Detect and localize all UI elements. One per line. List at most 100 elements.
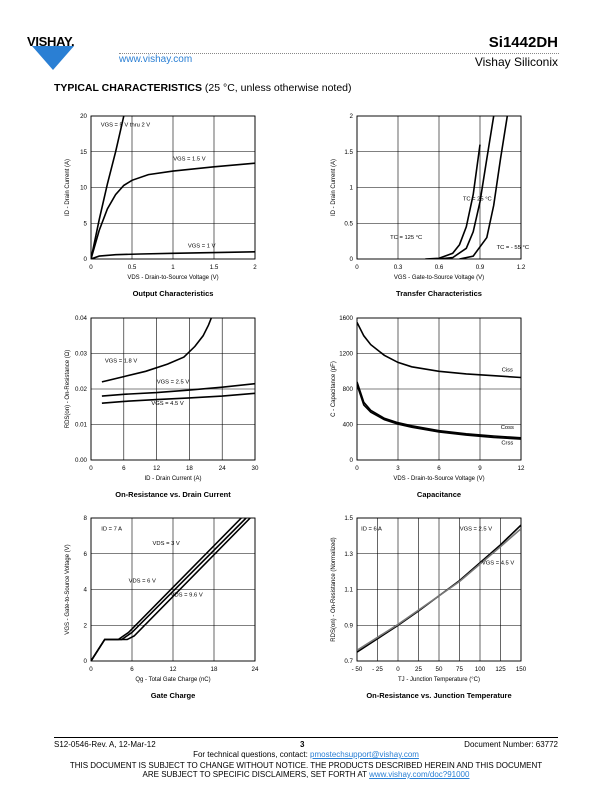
footer-doc-number: Document Number: 63772 [464,740,558,749]
series-line [357,528,521,651]
series-label: VDS = 9.6 V [171,593,203,599]
x-tick-label: 2 [253,264,257,271]
x-axis-label: VDS - Drain-to-Source Voltage (V) [393,476,484,482]
y-tick-label: 1.1 [344,587,353,594]
x-tick-label: 0 [355,264,359,271]
chart-title: On-Resistance vs. Drain Current [115,490,231,499]
chart-title: Transfer Characteristics [396,289,482,298]
y-tick-label: 800 [343,386,354,393]
x-tick-label: 75 [456,666,463,673]
series-line [91,162,255,259]
x-tick-label: 6 [437,465,441,472]
series-line [101,318,213,383]
plot-frame [356,517,522,662]
series-line [91,518,251,661]
x-tick-label: 12 [153,465,160,472]
footer-rule [54,737,558,738]
y-tick-label: 15 [80,149,87,156]
vishay-logo [32,46,74,70]
company-name: Vishay Siliconix [474,55,558,69]
footer-disclaimer-link[interactable]: www.vishay.com/doc?91000 [369,770,470,779]
series-line [91,116,125,259]
y-tick-label: 0.01 [75,422,88,429]
footer-page-number: 3 [300,740,305,749]
series-line [459,116,509,259]
y-axis-label: RDS(on) - On-Resistance (Ω) [65,350,71,429]
series-line [101,382,255,397]
x-tick-label: 18 [186,465,193,472]
part-number: Si1442DH [488,34,558,51]
series-label: VGS = 1.5 V [173,156,206,162]
chart-title: Output Characteristics [133,289,214,298]
y-tick-label: 4 [84,587,88,594]
x-axis-label: VDS - Drain-to-Source Voltage (V) [127,275,218,281]
series-label: TC = 125 °C [390,235,422,241]
footer-notice-2: ARE SUBJECT TO SPECIFIC DISCLAIMERS, SET… [0,770,612,779]
x-tick-label: 24 [252,666,259,673]
y-tick-label: 1.5 [344,149,353,156]
y-tick-label: 0.9 [344,622,353,629]
y-tick-label: 2 [350,113,354,120]
x-tick-label: - 50 [352,666,363,673]
y-tick-label: 1600 [339,315,353,322]
x-axis-label: Qg - Total Gate Charge (nC) [135,677,210,683]
series-line [101,392,255,404]
series-label: VGS = 1 V [188,244,216,250]
footer-contact: For technical questions, contact: pmoste… [0,750,612,759]
chart-title: On-Resistance vs. Junction Temperature [366,691,511,700]
x-axis-label: TJ - Junction Temperature (°C) [398,677,480,683]
x-axis-label: ID - Drain Current (A) [144,476,201,482]
x-tick-label: 0.3 [394,264,403,271]
plot-frame [90,517,256,662]
chart-capacitance: 0 3 6 9 12 0 400 800 1200 1600 Ciss Coss Crss VDS - D… [331,315,525,499]
footer-notice-1: THIS DOCUMENT IS SUBJECT TO CHANGE WITHO… [69,761,543,770]
series-label: VGS = 4.5 V [151,401,184,407]
y-tick-label: 0.02 [75,386,88,393]
chart-transfer-characteristics: 0 0.3 0.6 0.9 1.2 0 0.5 1 1.5 2 TC = 125 °C TC = 25… [331,113,529,298]
y-tick-label: 1200 [339,351,353,358]
y-axis-label: VGS - Gate-to-Source Voltage (V) [65,544,71,634]
y-tick-label: 1 [350,185,354,192]
y-tick-label: 10 [80,185,87,192]
x-tick-label: 1.2 [517,264,526,271]
y-tick-label: 0.03 [75,351,88,358]
x-tick-label: 1 [171,264,175,271]
series-label: Crss [501,440,513,446]
x-tick-label: 30 [252,465,259,472]
y-tick-label: 8 [84,515,88,522]
x-tick-label: 3 [396,465,400,472]
footer-contact-email-link[interactable]: pmostechsupport@vishay.com [310,750,419,759]
x-tick-label: 12 [518,465,525,472]
x-tick-label: 6 [130,666,134,673]
y-axis-label: RDS(on) - On-Resistance (Normalized) [331,537,337,641]
y-axis-label: ID - Drain Current (A) [331,159,337,216]
y-axis-label: ID - Drain Current (A) [65,159,71,216]
series-label: VGS = 4.5 V [482,560,515,566]
y-tick-label: 1.5 [344,515,353,522]
x-tick-label: 12 [170,666,177,673]
vishay-url-link[interactable]: www.vishay.com [119,54,193,65]
x-axis-label: VGS - Gate-to-Source Voltage (V) [394,275,484,281]
y-tick-label: 0.00 [75,457,88,464]
chart-annotation: ID = 7 A [101,527,122,533]
y-tick-label: 2 [84,622,88,629]
x-tick-label: 0.6 [435,264,444,271]
x-tick-label: 1.5 [210,264,219,271]
series-line [357,381,521,439]
x-tick-label: 0 [355,465,359,472]
series-line [357,322,521,379]
y-tick-label: 1.3 [344,551,353,558]
y-tick-label: 0 [350,256,354,263]
series-label: Ciss [502,367,513,373]
x-tick-label: 6 [122,465,126,472]
y-tick-label: 0 [84,256,88,263]
footer-contact-prefix: For technical questions, contact: [193,750,308,759]
chart-on-resistance-vs-drain-current: 0 6 12 18 24 30 0.00 0.01 0.02 0.03 0.04 VGS = 1.8 … [65,315,259,499]
y-tick-label: 5 [84,220,88,227]
series-line [91,251,255,259]
y-tick-label: 0 [84,658,88,665]
series-label: Coss [501,425,514,431]
chart-title: Gate Charge [151,691,196,700]
